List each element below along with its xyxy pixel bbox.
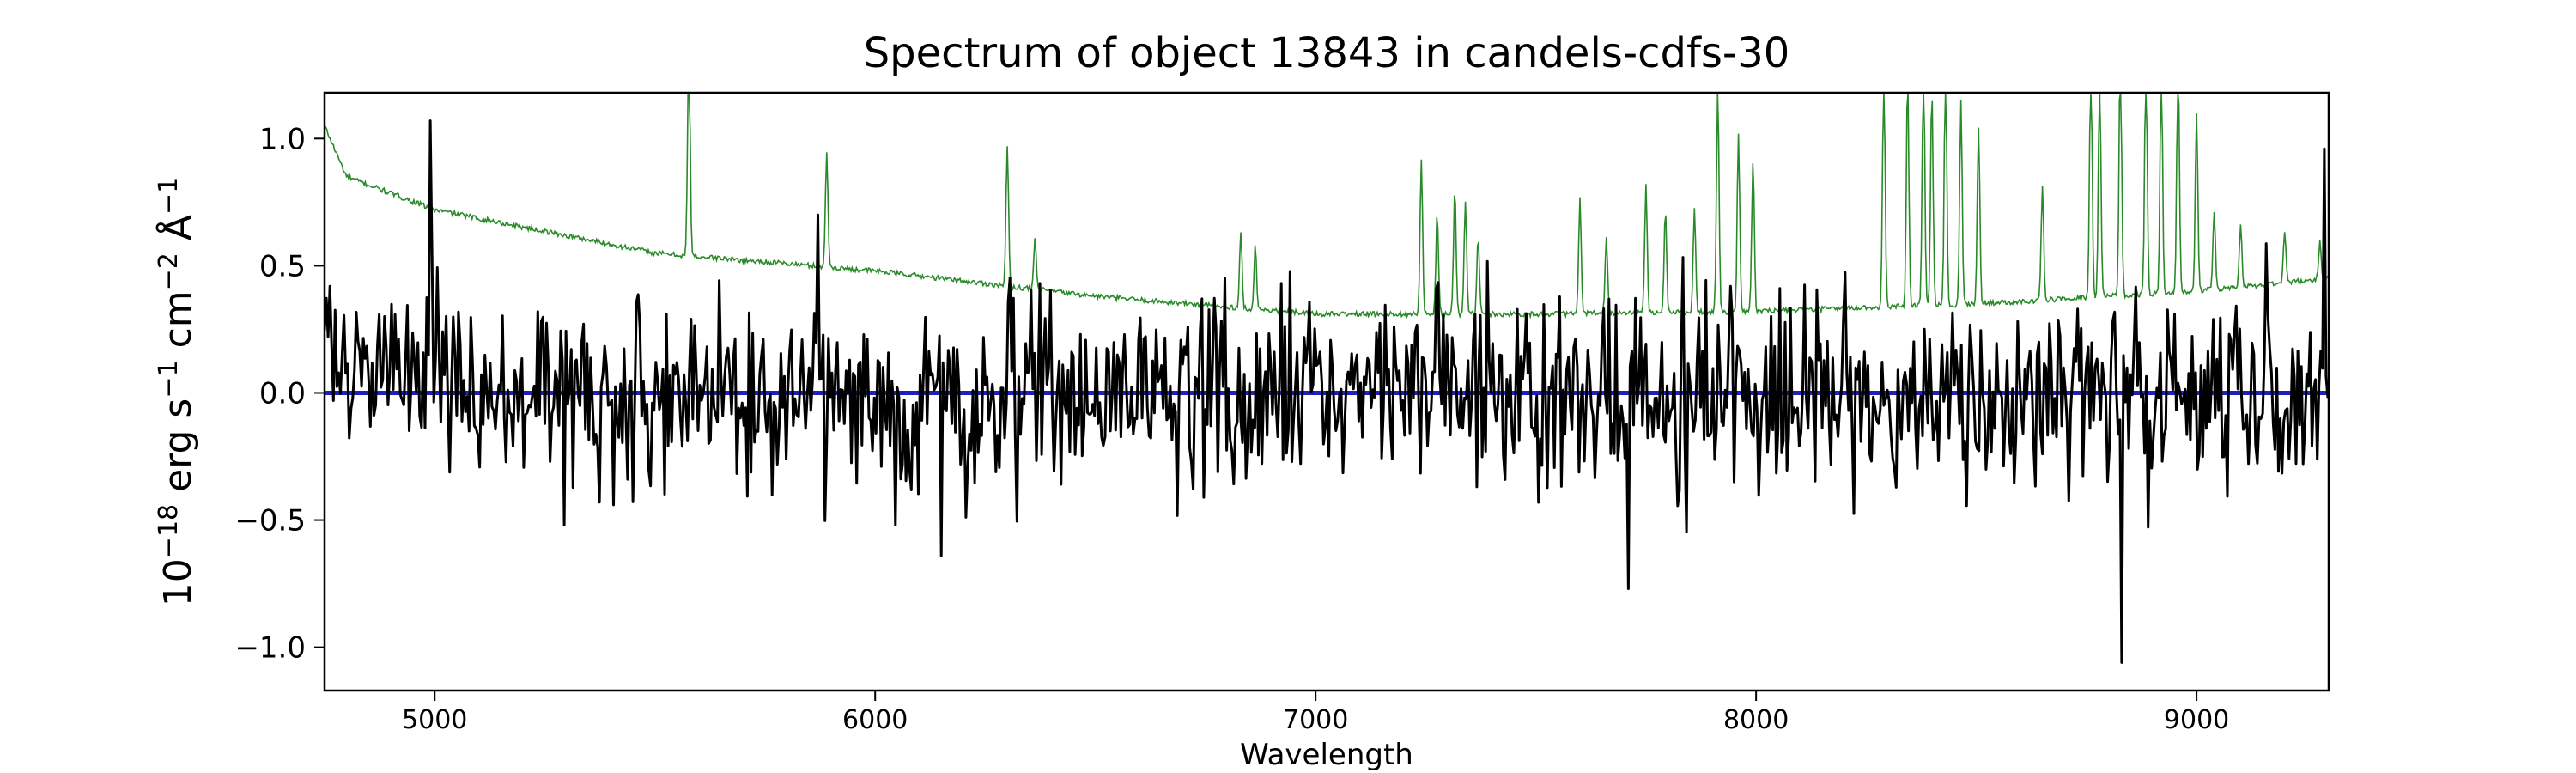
y-tick-label: −0.5 (234, 504, 306, 539)
y-label-part2: cm (156, 290, 200, 360)
y-axis: −1.0 −0.5 0.0 0.5 1.0 (234, 122, 325, 666)
x-tick-label: 8000 (1723, 705, 1789, 735)
x-axis: 5000 6000 7000 8000 9000 (402, 691, 2229, 735)
plot-area (325, 93, 2329, 664)
y-label-exp3: −2 (154, 253, 184, 290)
y-label-exp2: −1 (154, 360, 184, 398)
y-label-exp4: −1 (154, 177, 184, 215)
y-label-part3: Å (155, 215, 200, 253)
error-spectrum-line (325, 93, 2329, 320)
y-tick-label: 0.0 (259, 376, 306, 411)
flux-spectrum-line (325, 119, 2329, 664)
y-label-part1: erg s (156, 399, 200, 504)
y-tick-label: 1.0 (259, 122, 306, 156)
y-label-exp1: −18 (154, 504, 184, 558)
x-tick-label: 6000 (842, 705, 908, 735)
y-tick-label: −1.0 (234, 631, 306, 666)
y-label-base: 10 (156, 558, 200, 606)
chart-title: Spectrum of object 13843 in candels-cdfs… (864, 29, 1790, 77)
x-tick-label: 9000 (2164, 705, 2229, 735)
x-tick-label: 7000 (1283, 705, 1348, 735)
y-tick-label: 0.5 (259, 249, 306, 283)
x-axis-label: Wavelength (1240, 738, 1413, 772)
y-axis-label: 10−18 erg s−1 cm−2 Å−1 (154, 177, 200, 606)
plot-frame (323, 91, 2330, 692)
x-tick-label: 5000 (402, 705, 467, 735)
